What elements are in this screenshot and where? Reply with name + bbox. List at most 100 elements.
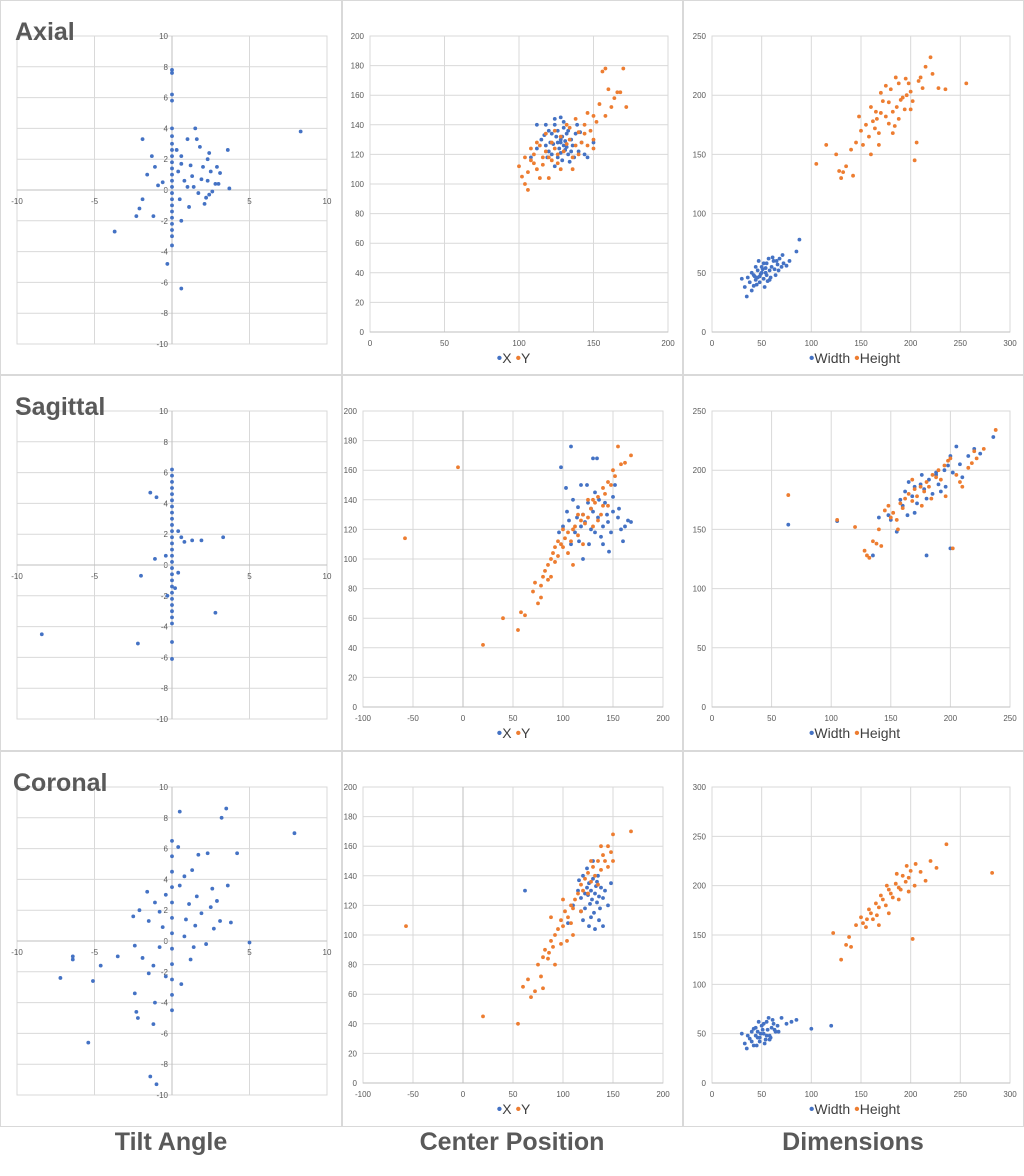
x-point xyxy=(596,515,600,520)
x-point xyxy=(575,122,580,127)
tilt-point xyxy=(210,886,215,891)
height-point xyxy=(918,75,923,80)
height-point xyxy=(882,508,887,513)
tilt-point xyxy=(170,962,174,966)
tilt-point xyxy=(170,134,174,139)
width-point xyxy=(767,1037,772,1042)
y-tick-label: -10 xyxy=(156,340,168,349)
width-point xyxy=(758,1031,763,1036)
height-point xyxy=(867,134,871,139)
height-point xyxy=(898,887,903,892)
tilt-point xyxy=(176,169,181,174)
tilt-point xyxy=(86,1040,91,1045)
y-point xyxy=(621,66,626,71)
legend-label: X xyxy=(502,1101,516,1117)
tilt-point xyxy=(170,529,174,534)
y-tick-label: 0 xyxy=(702,703,707,712)
y-point xyxy=(569,539,573,544)
height-point xyxy=(888,891,893,896)
sagittal-center-plot: 0 20 40 60 80 100 120 140 160 180 200 -100 -50 0 50 100… xyxy=(344,407,671,723)
height-point xyxy=(839,957,844,962)
width-point xyxy=(761,261,766,266)
height-point xyxy=(890,131,895,135)
y-tick-label: 40 xyxy=(348,644,357,653)
width-point xyxy=(960,475,965,480)
x-tick-label: 5 xyxy=(247,948,252,957)
height-point xyxy=(974,456,979,461)
height-point xyxy=(930,71,935,76)
width-point xyxy=(749,1039,754,1044)
y-point xyxy=(589,859,593,863)
x-tick-label: 100 xyxy=(805,1090,819,1099)
height-point xyxy=(849,944,853,949)
x-tick-label: 0 xyxy=(461,1090,466,1099)
x-point xyxy=(569,149,574,154)
tilt-point xyxy=(170,869,174,874)
width-point xyxy=(784,1021,789,1026)
y-tick-label: -6 xyxy=(161,1029,169,1038)
y-tick-label: 6 xyxy=(164,94,169,103)
height-point xyxy=(910,99,915,104)
y-tick-label: 100 xyxy=(693,210,707,219)
tilt-point xyxy=(202,201,207,206)
axial-center-plot: 0 20 40 60 80 100 120 140 160 180 200 0 50 100 150 200 xyxy=(351,32,676,348)
width-point xyxy=(794,249,799,254)
height-point xyxy=(969,461,974,465)
width-point xyxy=(749,288,754,293)
tilt-point xyxy=(221,535,226,540)
width-point xyxy=(789,1019,794,1024)
width-point xyxy=(752,274,757,279)
x-point xyxy=(552,116,557,121)
height-point xyxy=(880,897,885,902)
y-point xyxy=(611,832,615,837)
y-point xyxy=(582,131,587,136)
width-point xyxy=(764,1033,769,1038)
x-tick-label: 200 xyxy=(904,1090,918,1099)
tilt-point xyxy=(170,467,174,472)
y-tick-label: 0 xyxy=(353,703,358,712)
x-point xyxy=(552,122,557,127)
tilt-point xyxy=(170,71,174,75)
y-tick-label: -4 xyxy=(161,623,169,632)
y-tick-label: 40 xyxy=(348,1020,357,1029)
row-label-axial: Axial xyxy=(15,18,75,46)
y-tick-label: -10 xyxy=(156,1091,168,1100)
legend-marker-icon: • xyxy=(808,350,815,367)
x-point xyxy=(599,534,603,539)
width-point xyxy=(765,1027,770,1032)
x-point xyxy=(581,873,585,878)
x-point xyxy=(564,145,569,149)
tilt-point xyxy=(188,957,193,962)
width-point xyxy=(770,255,775,260)
y-point xyxy=(576,152,581,157)
tilt-point xyxy=(170,640,174,644)
width-point xyxy=(756,1019,761,1024)
tilt-point xyxy=(170,473,174,478)
y-tick-label: 100 xyxy=(693,585,707,594)
y-tick-label: 200 xyxy=(693,466,707,475)
y-point xyxy=(606,844,610,849)
y-tick-label: 100 xyxy=(351,180,365,189)
tilt-point xyxy=(115,954,120,959)
x-point xyxy=(569,542,573,547)
width-point xyxy=(773,273,778,278)
width-point xyxy=(991,435,996,439)
x-point xyxy=(593,927,597,931)
y-point xyxy=(563,536,567,541)
x-point xyxy=(597,497,601,502)
height-point xyxy=(900,873,905,878)
y-point xyxy=(582,122,587,127)
x-tick-label: -10 xyxy=(11,948,23,957)
tilt-point xyxy=(131,914,136,919)
tilt-point xyxy=(170,498,174,503)
tilt-point xyxy=(170,596,174,601)
y-tick-label: 200 xyxy=(344,407,358,416)
tilt-point xyxy=(153,900,157,905)
y-point xyxy=(481,1014,485,1019)
y-point xyxy=(611,859,615,863)
x-tick-label: 10 xyxy=(323,572,332,581)
height-point xyxy=(853,525,857,529)
tilt-point xyxy=(170,946,174,951)
y-tick-label: 8 xyxy=(164,438,169,447)
y-point xyxy=(549,574,553,579)
